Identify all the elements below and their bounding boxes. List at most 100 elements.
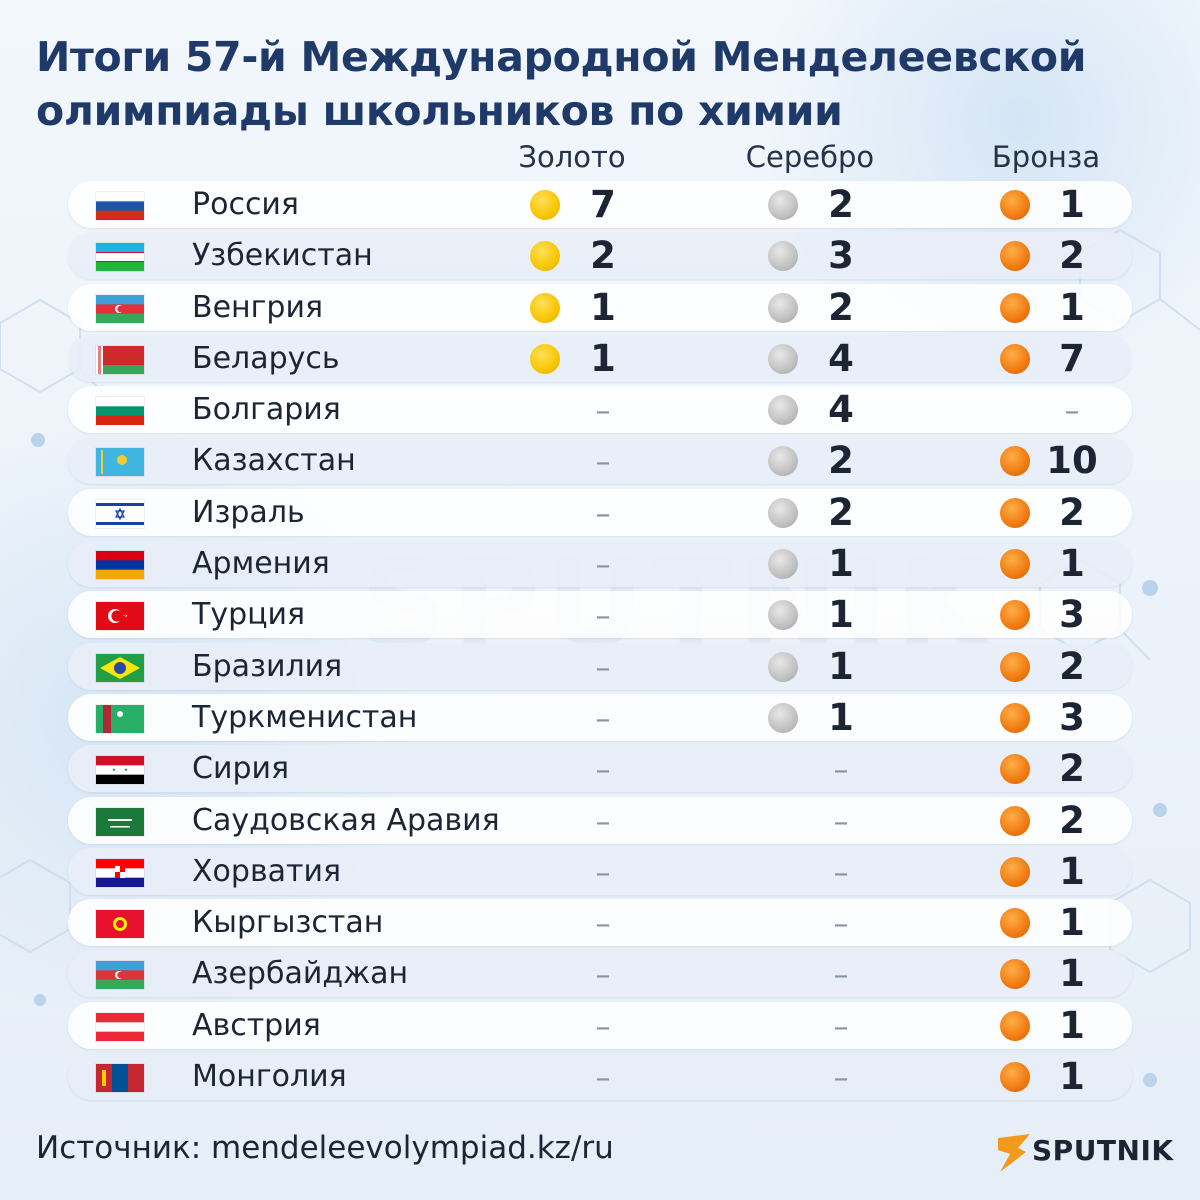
silver-medal-icon xyxy=(768,190,798,220)
gold-empty-dash: – xyxy=(595,907,611,943)
bronze-medal-icon xyxy=(1000,241,1030,272)
russia-flag-icon xyxy=(96,192,144,220)
silver-count: 2 xyxy=(828,439,854,483)
table-row: Сирия – – 2 xyxy=(68,745,1132,793)
bronze-medal-icon xyxy=(1000,805,1030,836)
country-name: Хорватия xyxy=(192,853,342,889)
table-row: Беларусь 1 4 7 xyxy=(68,334,1132,382)
bronze-medal-icon xyxy=(1000,754,1030,785)
silver-count: 1 xyxy=(828,542,854,586)
bronze-count: 1 xyxy=(1059,542,1085,586)
gold-medal-icon xyxy=(530,292,560,323)
gold-empty-dash: – xyxy=(595,753,611,789)
country-name: Азербайджан xyxy=(192,956,409,992)
bronze-medal-icon xyxy=(1000,1062,1030,1093)
bronze-medal-icon xyxy=(1000,908,1030,939)
bronze-count: 3 xyxy=(1059,593,1085,637)
table-row: Монголия – – 1 xyxy=(68,1053,1132,1101)
country-name: Австрия xyxy=(192,1007,321,1043)
bronze-count: 7 xyxy=(1059,336,1085,380)
gold-empty-dash: – xyxy=(595,496,611,532)
country-name: Кыргызстан xyxy=(192,905,384,941)
bronze-count: 1 xyxy=(1059,1055,1085,1099)
table-row: Австрия – – 1 xyxy=(68,1001,1132,1049)
bronze-count: 2 xyxy=(1059,234,1085,278)
silver-medal-icon xyxy=(768,651,798,682)
belarus-flag-icon xyxy=(96,345,144,374)
gold-empty-dash: – xyxy=(595,394,611,430)
gold-empty-dash: – xyxy=(595,1009,611,1045)
country-name: Россия xyxy=(192,187,299,222)
country-name: Сирия xyxy=(192,751,290,787)
country-name: Венгрия xyxy=(192,289,324,325)
azerbaijan-flag-icon xyxy=(96,294,144,323)
silver-count: 4 xyxy=(828,336,854,380)
bronze-count: 1 xyxy=(1059,849,1085,893)
gold-empty-dash: – xyxy=(595,958,611,994)
silver-medal-icon xyxy=(768,702,798,733)
silver-empty-dash: – xyxy=(833,855,849,891)
syria-flag-icon xyxy=(96,756,144,785)
bronze-count: 1 xyxy=(1059,285,1085,329)
silver-empty-dash: – xyxy=(833,1061,849,1097)
silver-medal-icon xyxy=(768,343,798,374)
silver-medal-icon xyxy=(768,600,798,631)
uzbekistan-flag-icon xyxy=(96,243,144,272)
bronze-medal-icon xyxy=(1000,549,1030,580)
gold-medal-icon xyxy=(530,241,560,272)
bronze-empty-dash: – xyxy=(1064,394,1080,430)
table-row: Россия 7 2 1 xyxy=(68,181,1132,228)
armenia-flag-icon xyxy=(96,551,144,580)
country-name: Армения xyxy=(192,546,330,582)
bronze-medal-icon xyxy=(1000,856,1030,887)
logo-text: SPUTNIK xyxy=(1032,1134,1174,1167)
silver-medal-icon xyxy=(768,497,798,528)
brazil-flag-icon xyxy=(96,653,144,682)
kazakhstan-flag-icon xyxy=(96,448,144,477)
country-name: Бразилия xyxy=(192,648,343,684)
sputnik-logo: SPUTNIK xyxy=(996,1132,1174,1174)
silver-count: 2 xyxy=(828,183,854,226)
saudi-arabia-flag-icon xyxy=(96,807,144,836)
column-header-gold: Золото xyxy=(518,140,626,174)
country-name: Беларусь xyxy=(192,340,340,376)
silver-medal-icon xyxy=(768,241,798,272)
gold-empty-dash: – xyxy=(595,804,611,840)
mongolia-flag-icon xyxy=(96,1064,144,1093)
country-name: Узбекистан xyxy=(192,238,373,274)
israel-flag-icon xyxy=(96,499,144,528)
silver-count: 4 xyxy=(828,388,854,432)
sputnik-logo-icon xyxy=(998,1134,1030,1172)
gold-medal-icon xyxy=(530,190,560,220)
silver-empty-dash: – xyxy=(833,907,849,943)
croatia-flag-icon xyxy=(96,858,144,887)
gold-count: 1 xyxy=(590,285,616,329)
bronze-count: 2 xyxy=(1059,747,1085,791)
bronze-count: 1 xyxy=(1059,183,1085,226)
kyrgyzstan-flag-icon xyxy=(96,910,144,939)
country-name: Израль xyxy=(192,494,305,530)
column-header-silver: Серебро xyxy=(745,140,875,174)
silver-medal-icon xyxy=(768,549,798,580)
gold-empty-dash: – xyxy=(595,650,611,686)
medal-table: Россия 7 2 1 Узбекистан 2 3 2 Венгрия 1 2 1 Беларусь… xyxy=(68,181,1132,1104)
bronze-count: 10 xyxy=(1046,439,1098,483)
silver-empty-dash: – xyxy=(833,804,849,840)
gold-empty-dash: – xyxy=(595,1061,611,1097)
table-row: Азербайджан – – 1 xyxy=(68,950,1132,998)
country-name: Саудовская Аравия xyxy=(192,802,500,838)
silver-medal-icon xyxy=(768,446,798,477)
bronze-medal-icon xyxy=(1000,600,1030,631)
table-row: Турция – 1 3 xyxy=(68,591,1132,639)
country-name: Турция xyxy=(192,597,306,633)
bronze-medal-icon xyxy=(1000,190,1030,220)
silver-count: 2 xyxy=(828,490,854,534)
gold-count: 2 xyxy=(590,234,616,278)
turkmenistan-flag-icon xyxy=(96,704,144,733)
bronze-medal-icon xyxy=(1000,446,1030,477)
bronze-medal-icon xyxy=(1000,292,1030,323)
bronze-count: 1 xyxy=(1059,952,1085,996)
table-row: Узбекистан 2 3 2 xyxy=(68,232,1132,280)
turkey-flag-icon xyxy=(96,602,144,631)
gold-empty-dash: – xyxy=(595,855,611,891)
